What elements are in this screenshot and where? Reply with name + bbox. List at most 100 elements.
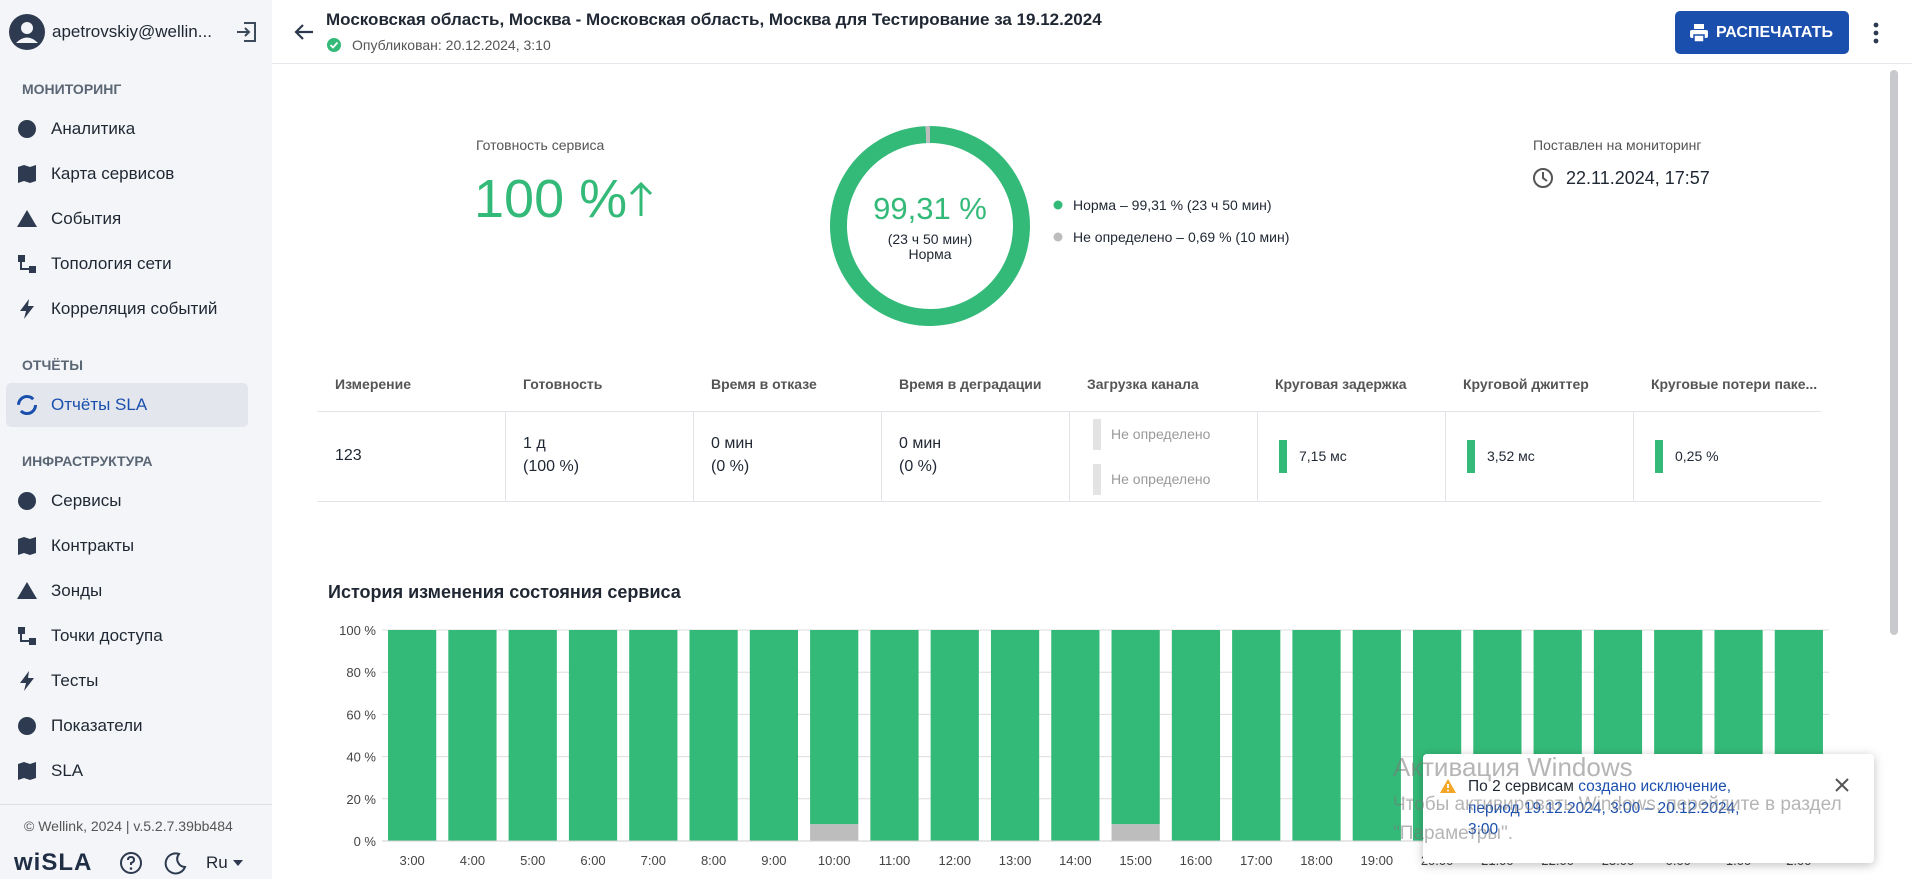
- nav-icon: [20, 299, 34, 319]
- warning-icon: [1440, 779, 1456, 793]
- nav-item[interactable]: SLA: [51, 761, 84, 780]
- bar-segment: [870, 630, 919, 841]
- column-divider: [505, 411, 506, 501]
- bar-segment: [448, 630, 497, 841]
- x-tick-label: 18:00: [1300, 853, 1333, 868]
- bar-segment: [1171, 630, 1221, 841]
- x-tick-label: 3:00: [399, 853, 424, 868]
- cell-text: Не определено: [1111, 471, 1211, 487]
- status-bar: [1093, 464, 1101, 495]
- logout-icon[interactable]: [234, 20, 258, 44]
- nav-item[interactable]: События: [51, 209, 122, 228]
- header: Московская область, Москва - Московская …: [272, 0, 1912, 64]
- cell-text: 7,15 мс: [1299, 448, 1347, 464]
- section-title: ИНФРАСТРУКТУРА: [22, 453, 153, 469]
- nav-item[interactable]: Тесты: [51, 671, 99, 690]
- bar-segment: [1292, 630, 1341, 841]
- avatar: [9, 14, 45, 50]
- y-tick-label: 100 %: [339, 623, 376, 638]
- bar-segment: [629, 630, 678, 841]
- y-tick-label: 80 %: [346, 665, 376, 680]
- section-title: ОТЧЁТЫ: [22, 357, 83, 373]
- legend-label: Норма – 99,31 % (23 ч 50 мин): [1073, 197, 1272, 213]
- cell-text: (0 %): [711, 458, 750, 475]
- nav-item[interactable]: Корреляция событий: [51, 299, 218, 318]
- divider: [0, 804, 272, 805]
- y-tick-label: 20 %: [346, 792, 376, 807]
- bar-segment: [1111, 824, 1160, 841]
- bar-segment: [990, 630, 1040, 841]
- back-button[interactable]: [292, 20, 316, 44]
- x-tick-label: 6:00: [580, 853, 605, 868]
- notification-link[interactable]: создано исключение, период 19.12.2024, 3…: [1468, 778, 1740, 838]
- nav-item[interactable]: Сервисы: [51, 491, 122, 510]
- nav-icon: [18, 120, 36, 138]
- nav-item[interactable]: Показатели: [51, 716, 143, 735]
- bar-segment: [1352, 630, 1401, 841]
- trend-arrow: [629, 181, 653, 216]
- nav-icon: [18, 627, 36, 645]
- print-icon: [1690, 24, 1708, 43]
- x-tick-label: 5:00: [520, 853, 545, 868]
- nav-icon: [18, 537, 36, 555]
- watermark-text: Чтобы активировать Windows, перейдите в …: [1393, 794, 1842, 844]
- nav-item[interactable]: Точки доступа: [51, 626, 163, 645]
- y-tick-label: 60 %: [346, 707, 376, 722]
- bar-segment: [930, 630, 979, 841]
- donut-center-label: Норма: [908, 246, 951, 262]
- x-tick-label: 11:00: [879, 853, 911, 868]
- x-tick-label: 13:00: [999, 853, 1032, 868]
- cell-text: 0 мин: [899, 435, 942, 452]
- help-icon[interactable]: [119, 851, 143, 875]
- bar-segment: [689, 630, 738, 841]
- table-header: Время в отказе: [711, 376, 817, 392]
- language[interactable]: Ru: [206, 853, 228, 872]
- cell-text: 0,25 %: [1675, 448, 1719, 464]
- bar-segment: [810, 824, 859, 841]
- active-item-bg[interactable]: [6, 383, 248, 427]
- cell-text: Не определено: [1111, 426, 1211, 442]
- nav-item[interactable]: Аналитика: [51, 119, 136, 138]
- notification-body: По 2 сервисам создано исключение, период…: [1468, 776, 1768, 841]
- status-bar: [1093, 419, 1101, 450]
- monitoring-label: Поставлен на мониторинг: [1533, 137, 1702, 153]
- nav-icon: [18, 717, 36, 735]
- bar-segment: [508, 630, 557, 841]
- cell-text: 123: [335, 447, 362, 464]
- x-tick-label: 8:00: [701, 853, 726, 868]
- x-tick-label: 9:00: [761, 853, 786, 868]
- donut-segment: [830, 126, 1030, 326]
- nav-icon: [18, 255, 36, 273]
- x-tick-label: 17:00: [1240, 853, 1273, 868]
- x-tick-label: 14:00: [1059, 853, 1092, 868]
- y-tick-label: 0 %: [354, 834, 377, 849]
- x-tick-label: 16:00: [1180, 853, 1213, 868]
- nav-item[interactable]: Карта сервисов: [51, 164, 175, 183]
- bar-segment: [568, 630, 618, 841]
- footer: © Wellink, 2024 | v.5.2.7.39bb484: [24, 818, 233, 834]
- dropdown-icon[interactable]: [232, 858, 244, 868]
- column-divider: [1445, 411, 1446, 501]
- y-tick-label: 40 %: [346, 750, 376, 765]
- status-bar: [1467, 440, 1475, 473]
- x-tick-label: 7:00: [641, 853, 666, 868]
- column-divider: [1069, 411, 1070, 501]
- nav-item[interactable]: Топология сети: [51, 254, 172, 273]
- nav-item[interactable]: Отчёты SLA: [51, 395, 148, 414]
- scrollbar[interactable]: [1890, 70, 1898, 635]
- more-menu[interactable]: [1870, 20, 1882, 46]
- nav-item[interactable]: Контракты: [51, 536, 135, 555]
- cell-text: 1 д: [523, 435, 546, 452]
- cell-text: 0 мин: [711, 435, 754, 452]
- clock-icon: [1533, 168, 1553, 188]
- table-header: Загрузка канала: [1087, 376, 1199, 392]
- close-button[interactable]: [1834, 777, 1850, 793]
- user-name[interactable]: apetrovskiy@wellin...: [52, 22, 212, 41]
- print-button[interactable]: РАСПЕЧАТАТЬ: [1675, 11, 1849, 54]
- table-header: Измерение: [335, 376, 412, 392]
- legend-dot: [1053, 200, 1063, 210]
- theme-icon[interactable]: [164, 851, 188, 875]
- nav-item[interactable]: Зонды: [51, 581, 103, 600]
